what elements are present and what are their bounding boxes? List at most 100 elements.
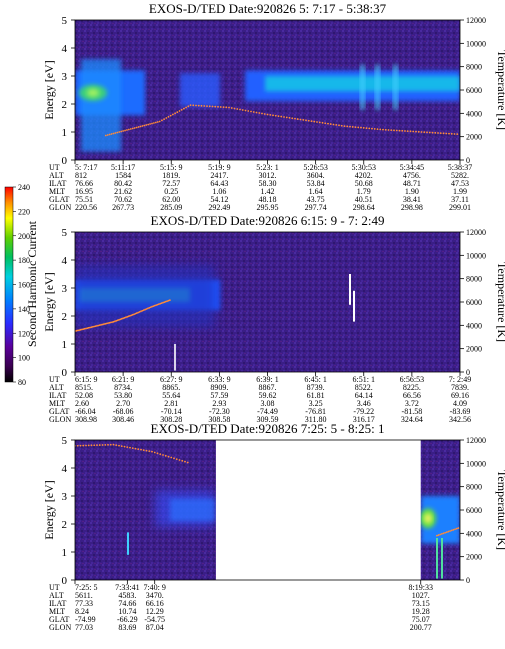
- temperature-point: [277, 115, 280, 118]
- temperature-point: [153, 122, 155, 124]
- temperature-point: [116, 319, 119, 322]
- table-cell: 87.04: [146, 623, 164, 632]
- colorbar-tick-label: 240: [18, 183, 30, 192]
- y2-axis-label: Temperature [K]: [495, 50, 505, 130]
- table-cell: -54.75: [144, 615, 165, 624]
- temperature-point: [90, 444, 93, 447]
- table-cell: 61.81: [307, 391, 325, 400]
- table-cell: -68.06: [113, 407, 134, 416]
- temperature-point: [135, 126, 138, 129]
- temperature-point: [236, 108, 239, 110]
- temperature-point: [149, 306, 152, 309]
- table-cell: 73.15: [412, 599, 430, 608]
- temperature-point: [401, 129, 404, 132]
- temperature-point: [343, 125, 346, 128]
- y-tick-label: 1: [62, 339, 68, 351]
- temperature-point: [167, 115, 170, 118]
- temperature-point: [161, 119, 163, 122]
- table-cell: 267.73: [112, 203, 134, 212]
- temperature-point: [208, 105, 211, 108]
- temperature-point: [415, 130, 417, 133]
- y2-tick-label: 10000: [466, 251, 486, 260]
- temperature-point: [85, 327, 87, 330]
- table-cell: 8865.: [162, 383, 180, 392]
- temperature-point: [313, 120, 316, 123]
- y2-tick-label: 2000: [466, 133, 482, 142]
- table-row-label: ILAT: [49, 179, 66, 188]
- table-cell: 37.11: [451, 195, 469, 204]
- table-cell: 1819.: [162, 171, 180, 180]
- temperature-point: [382, 128, 384, 131]
- colorbar-tick-label: 180: [18, 256, 30, 265]
- temperature-point: [162, 301, 164, 304]
- colorbar-tick-label: 120: [18, 329, 30, 338]
- temperature-point: [447, 530, 450, 533]
- table-cell: 1.64: [309, 187, 323, 196]
- temperature-point: [178, 459, 181, 461]
- table-cell: 55.64: [162, 391, 180, 400]
- table-cell: 8522.: [355, 383, 373, 392]
- temperature-point: [112, 443, 115, 446]
- temperature-point: [98, 324, 101, 327]
- colorbar: 80 100 120 140 160 180 200 220 240 Second Harmon…: [4, 183, 39, 387]
- table-cell: 311.80: [305, 415, 327, 424]
- table-cell: 3604.: [307, 171, 325, 180]
- table-cell: 74.66: [118, 599, 136, 608]
- temperature-point: [457, 527, 460, 529]
- temperature-point: [140, 310, 142, 313]
- temperature-point: [269, 114, 272, 116]
- temperature-point: [153, 451, 156, 454]
- colorbar-tick-label: 220: [18, 207, 30, 216]
- temperature-point: [109, 443, 112, 446]
- temperature-point: [75, 329, 78, 332]
- temperature-point: [137, 311, 140, 314]
- table-cell: 52.08: [75, 391, 93, 400]
- temperature-point: [335, 124, 338, 126]
- table-cell: 5:34:45: [400, 163, 424, 172]
- y2-tick-label: 2000: [466, 345, 482, 354]
- temperature-point: [440, 533, 443, 535]
- temperature-point: [379, 128, 382, 131]
- temperature-point: [412, 130, 415, 133]
- table-cell: 7: 2:49: [449, 375, 471, 384]
- table-cell: 16.95: [75, 187, 93, 196]
- table-cell: 75.07: [412, 615, 430, 624]
- temperature-point: [354, 126, 357, 129]
- table-cell: 77.33: [75, 599, 93, 608]
- table-cell: 6:33: 9: [208, 375, 230, 384]
- table-cell: 342.56: [449, 415, 471, 424]
- temperature-point: [87, 326, 90, 329]
- temperature-point: [247, 110, 250, 112]
- temperature-point: [94, 325, 97, 328]
- temperature-point: [449, 530, 451, 532]
- temperature-point: [134, 447, 137, 450]
- colorbar-tick-label: 100: [18, 354, 30, 363]
- temperature-point: [89, 326, 92, 329]
- temperature-point: [444, 531, 447, 534]
- table-cell: 62.00: [162, 195, 180, 204]
- temperature-point: [211, 105, 214, 108]
- table-cell: -83.69: [450, 407, 471, 416]
- table-cell: 6:27: 9: [160, 375, 182, 384]
- table-row-label: ILAT: [49, 391, 66, 400]
- panel-title: EXOS-D/TED Date:920826 5: 7:17 - 5:38:37: [149, 1, 387, 16]
- temperature-point: [85, 444, 87, 447]
- temperature-point: [448, 132, 450, 135]
- table-cell: 7:40: 9: [143, 583, 165, 592]
- temperature-point: [145, 308, 148, 310]
- temperature-point: [164, 454, 167, 457]
- temperature-point: [455, 527, 458, 530]
- temperature-point: [324, 122, 327, 125]
- table-cell: 47.53: [451, 179, 469, 188]
- temperature-point: [141, 309, 144, 312]
- temperature-point: [365, 127, 368, 130]
- table-cell: -74.49: [257, 407, 278, 416]
- table-cell: 298.64: [353, 203, 375, 212]
- table-cell: 80.42: [114, 179, 132, 188]
- temperature-point: [395, 129, 398, 132]
- table-cell: 1584: [115, 171, 131, 180]
- table-cell: 5:19: 9: [208, 163, 230, 172]
- y-tick-label: 3: [62, 283, 68, 295]
- temperature-point: [299, 118, 302, 121]
- table-cell: 5611.: [75, 591, 93, 600]
